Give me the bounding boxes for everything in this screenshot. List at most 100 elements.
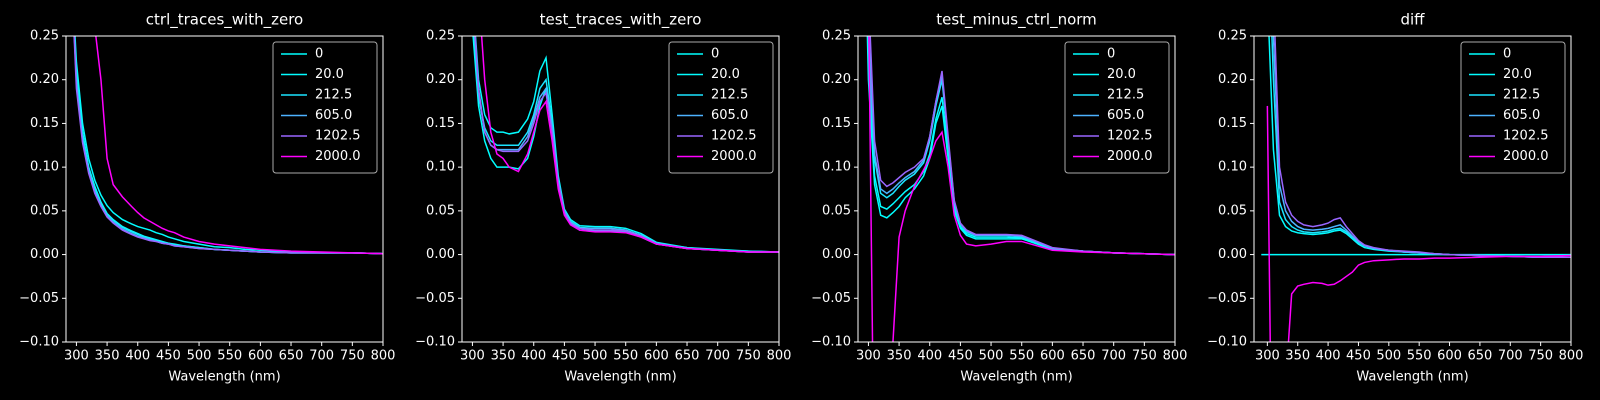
x-tick-label: 400 xyxy=(125,349,150,364)
x-tick-label: 450 xyxy=(156,349,181,364)
plot-area xyxy=(73,36,383,255)
x-tick-label: 400 xyxy=(917,349,942,364)
y-tick-label: 0.15 xyxy=(426,116,455,131)
x-tick-label: 700 xyxy=(705,349,730,364)
series-line xyxy=(73,36,383,255)
x-tick-label: 500 xyxy=(1376,349,1401,364)
x-tick-label: 800 xyxy=(1559,349,1584,364)
legend-label: 2000.0 xyxy=(711,149,757,164)
y-tick-label: 0.20 xyxy=(30,72,59,87)
x-tick-label: 500 xyxy=(187,349,212,364)
x-tick-label: 300 xyxy=(856,349,881,364)
series-line xyxy=(868,36,1175,342)
x-tick-label: 400 xyxy=(521,349,546,364)
y-tick-label: 0.00 xyxy=(822,247,851,262)
x-tick-label: 650 xyxy=(1467,349,1492,364)
legend-label: 0 xyxy=(711,47,719,62)
y-tick-label: 0.05 xyxy=(30,203,59,218)
y-tick-label: 0.25 xyxy=(426,29,455,44)
y-tick-label: −0.10 xyxy=(1207,335,1247,350)
axes-frame xyxy=(857,35,1176,343)
y-tick-label: 0.10 xyxy=(822,160,851,175)
y-tick-label: 0.15 xyxy=(822,116,851,131)
x-tick-label: 600 xyxy=(644,349,669,364)
plot-area xyxy=(866,36,1175,342)
axes-frame xyxy=(461,35,780,343)
x-tick-label: 550 xyxy=(217,349,242,364)
y-tick-label: −0.05 xyxy=(1207,291,1247,306)
y-tick-label: −0.05 xyxy=(19,291,59,306)
plot-area xyxy=(1261,36,1571,342)
x-tick-label: 750 xyxy=(736,349,761,364)
y-tick-label: 0.10 xyxy=(30,160,59,175)
series-line xyxy=(869,36,1175,256)
y-tick-label: 0.25 xyxy=(822,29,851,44)
x-axis-label: Wavelength (nm) xyxy=(960,370,1072,385)
y-tick-label: 0.05 xyxy=(426,203,455,218)
legend-label: 20.0 xyxy=(315,67,344,82)
y-tick-label: 0.10 xyxy=(1218,160,1247,175)
series-line xyxy=(1274,36,1571,258)
legend-label: 2000.0 xyxy=(1107,149,1153,164)
x-axis-label: Wavelength (nm) xyxy=(564,370,676,385)
y-tick-label: 0.10 xyxy=(426,160,455,175)
y-tick-label: 0.00 xyxy=(1218,247,1247,262)
x-tick-label: 600 xyxy=(248,349,273,364)
legend-label: 212.5 xyxy=(315,88,352,103)
y-tick-label: 0.25 xyxy=(30,29,59,44)
x-tick-label: 350 xyxy=(1285,349,1310,364)
x-tick-label: 300 xyxy=(1255,349,1280,364)
y-tick-label: 0.15 xyxy=(30,116,59,131)
y-tick-label: 0.05 xyxy=(822,203,851,218)
axes-frame xyxy=(1253,35,1572,343)
x-tick-label: 600 xyxy=(1040,349,1065,364)
x-tick-label: 700 xyxy=(1101,349,1126,364)
series-line xyxy=(74,36,383,255)
x-tick-label: 300 xyxy=(460,349,485,364)
legend-label: 0 xyxy=(315,47,323,62)
y-tick-label: 0.20 xyxy=(426,72,455,87)
legend-label: 212.5 xyxy=(1503,88,1540,103)
series-line xyxy=(480,36,779,253)
series-line xyxy=(474,36,779,253)
x-tick-label: 350 xyxy=(95,349,120,364)
x-tick-label: 500 xyxy=(979,349,1004,364)
legend-label: 605.0 xyxy=(315,108,352,123)
x-tick-label: 700 xyxy=(1498,349,1523,364)
legend-label: 1202.5 xyxy=(1503,129,1549,144)
y-tick-label: 0.20 xyxy=(1218,72,1247,87)
x-axis-label: Wavelength (nm) xyxy=(1356,370,1468,385)
x-tick-label: 700 xyxy=(309,349,334,364)
series-line xyxy=(95,36,383,255)
series-line xyxy=(866,36,1175,256)
legend-label: 212.5 xyxy=(711,88,748,103)
y-tick-label: 0.00 xyxy=(426,247,455,262)
x-tick-label: 450 xyxy=(552,349,577,364)
series-line xyxy=(1266,105,1571,342)
legend-label: 0 xyxy=(1503,47,1511,62)
x-tick-label: 550 xyxy=(1009,349,1034,364)
x-tick-label: 750 xyxy=(1528,349,1553,364)
legend-label: 2000.0 xyxy=(1503,149,1549,164)
x-tick-label: 450 xyxy=(948,349,973,364)
x-tick-label: 650 xyxy=(675,349,700,364)
legend-label: 212.5 xyxy=(1107,88,1144,103)
y-tick-label: −0.10 xyxy=(811,335,851,350)
x-tick-label: 400 xyxy=(1316,349,1341,364)
y-tick-label: 0.15 xyxy=(1218,116,1247,131)
legend-label: 1202.5 xyxy=(315,129,361,144)
legend-label: 1202.5 xyxy=(1107,129,1153,144)
y-tick-label: −0.10 xyxy=(19,335,59,350)
x-tick-label: 350 xyxy=(491,349,516,364)
chart-title: ctrl_traces_with_zero xyxy=(146,11,303,30)
y-tick-label: 0.00 xyxy=(30,247,59,262)
x-tick-label: 650 xyxy=(279,349,304,364)
legend-label: 0 xyxy=(1107,47,1115,62)
x-tick-label: 750 xyxy=(1132,349,1157,364)
x-tick-label: 550 xyxy=(1407,349,1432,364)
x-tick-label: 350 xyxy=(887,349,912,364)
y-tick-label: −0.05 xyxy=(811,291,851,306)
x-tick-label: 800 xyxy=(1163,349,1188,364)
chart-title: test_traces_with_zero xyxy=(540,11,702,30)
